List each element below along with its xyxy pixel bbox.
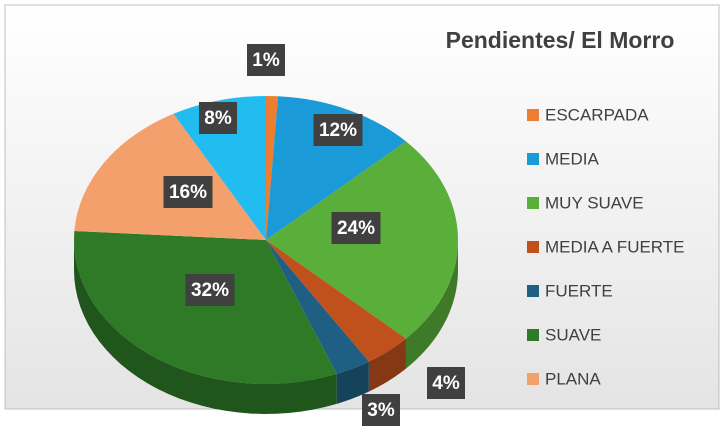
- data-label: 24%: [337, 218, 375, 239]
- legend: ESCARPADA MEDIA MUY SUAVE MEDIA A FUERTE FUE…: [527, 105, 685, 388]
- data-label: 32%: [191, 280, 229, 301]
- legend-label: SUAVE: [545, 325, 601, 344]
- data-label: 4%: [432, 373, 460, 394]
- legend-swatch: [527, 241, 539, 253]
- legend-label: ESCARPADA: [545, 105, 649, 124]
- pie-side: [405, 240, 458, 369]
- pie-sides: [74, 240, 458, 414]
- data-label: 3%: [367, 400, 395, 421]
- data-label: 12%: [319, 120, 357, 141]
- pie-side: [74, 240, 337, 414]
- pie-slice: [173, 96, 266, 240]
- data-label-box: [313, 114, 363, 146]
- legend-swatch: [527, 109, 539, 121]
- pie-slice: [266, 240, 369, 374]
- data-label-box: [185, 274, 235, 306]
- data-label-box: [331, 212, 381, 244]
- legend-label: PLANA: [545, 369, 601, 388]
- legend-swatch: [527, 197, 539, 209]
- legend-swatch: [527, 329, 539, 341]
- data-label: 1%: [252, 50, 280, 71]
- legend-label: FUERTE: [545, 281, 613, 300]
- pie-slice: [266, 96, 406, 240]
- legend-swatch: [527, 373, 539, 385]
- legend-swatch: [527, 285, 539, 297]
- legend-label: MEDIA: [545, 149, 600, 168]
- data-label: 16%: [169, 182, 207, 203]
- pie-slice: [73, 230, 337, 384]
- pie-slice: [266, 240, 406, 362]
- legend-label: MUY SUAVE: [545, 193, 644, 212]
- data-label-box: [163, 176, 213, 208]
- data-label: 8%: [204, 108, 232, 129]
- data-label-box: [199, 102, 237, 134]
- pie-slice: [266, 96, 279, 240]
- pie-side: [368, 338, 406, 392]
- chart-title: Pendientes/ El Morro: [446, 27, 675, 53]
- pie-tops: [73, 96, 459, 384]
- legend-label: MEDIA A FUERTE: [545, 237, 685, 256]
- data-label-box: [362, 394, 400, 426]
- data-label-box: [247, 44, 285, 76]
- data-label-box: [427, 367, 465, 399]
- pie-side: [336, 361, 369, 404]
- legend-swatch: [527, 153, 539, 165]
- data-labels: 1% 12% 24% 4% 3% 32% 16% 8%: [163, 44, 465, 426]
